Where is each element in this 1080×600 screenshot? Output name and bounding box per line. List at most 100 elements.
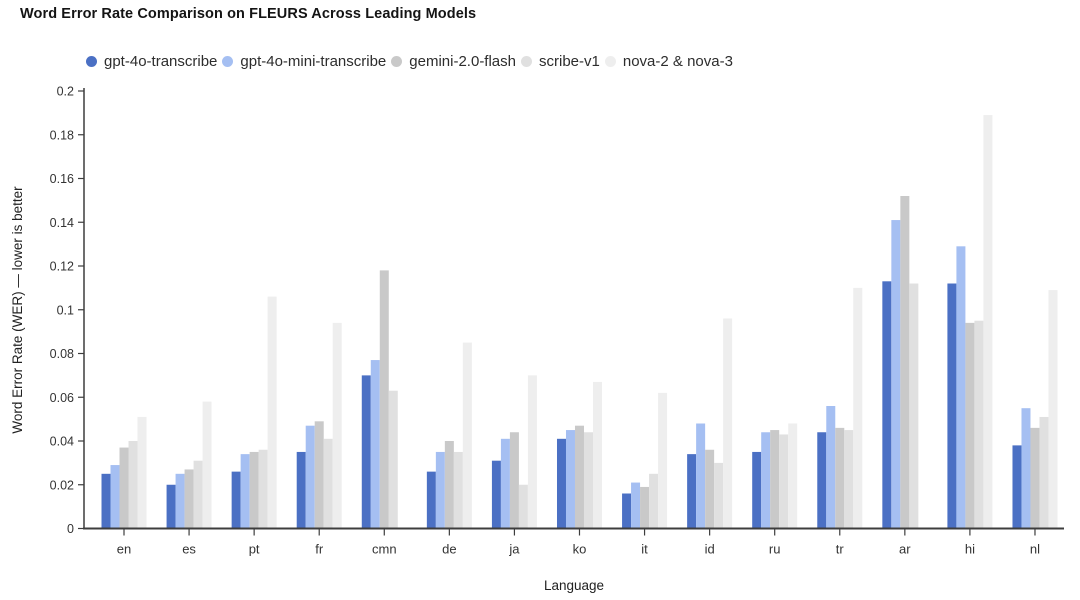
bar-gemini-2.0-flash-ko — [574, 425, 584, 528]
bar-gemini-2.0-flash-es — [184, 469, 194, 528]
x-tick-label: cmn — [372, 542, 397, 557]
legend-dot-icon — [604, 56, 616, 67]
legend-item-label: nova-2 & nova-3 — [622, 53, 733, 70]
x-tick-label: de — [442, 542, 456, 557]
bar-gpt-4o-transcribe-nl — [1012, 445, 1022, 528]
x-tick-label: ar — [899, 542, 911, 557]
bar-gemini-2.0-flash-en — [119, 447, 129, 528]
bar-scribe-v1-pt — [258, 449, 268, 528]
y-tick-label: 0.1 — [57, 303, 74, 317]
legend-item: scribe-v1 — [521, 53, 600, 70]
legend-item-label: gpt-4o-transcribe — [104, 53, 218, 70]
bar-gpt-4o-transcribe-ru — [752, 451, 762, 528]
bar-nova-2 & nova-3-ja — [527, 375, 537, 528]
bar-gpt-4o-mini-transcribe-ko — [565, 430, 575, 528]
bar-gemini-2.0-flash-nl — [1030, 427, 1040, 528]
bar-gemini-2.0-flash-de — [444, 441, 454, 528]
legend-item: gpt-4o-transcribe — [86, 53, 217, 70]
bar-nova-2 & nova-3-en — [137, 416, 147, 528]
y-tick-label: 0.04 — [50, 435, 74, 449]
x-tick-label: nl — [1030, 542, 1040, 557]
bar-scribe-v1-ja — [518, 484, 528, 528]
bar-gpt-4o-mini-transcribe-fr — [305, 425, 315, 528]
bar-nova-2 & nova-3-tr — [853, 287, 863, 528]
bar-nova-2 & nova-3-hi — [983, 115, 993, 528]
bar-gpt-4o-mini-transcribe-ja — [500, 438, 510, 528]
bar-scribe-v1-id — [714, 462, 724, 528]
bar-gpt-4o-transcribe-cmn — [361, 375, 371, 528]
y-axis-label-text: Word Error Rate (WER) — lower is better — [10, 186, 25, 434]
bar-nova-2 & nova-3-nl — [1048, 290, 1058, 528]
bar-gpt-4o-mini-transcribe-tr — [826, 406, 836, 528]
legend-dot-icon — [391, 56, 403, 67]
x-tick-label: id — [705, 542, 715, 557]
chart-title: Word Error Rate Comparison on FLEURS Acr… — [20, 6, 477, 22]
bar-gpt-4o-mini-transcribe-nl — [1021, 408, 1031, 528]
x-tick-label: pt — [249, 542, 260, 557]
x-tick-label: en — [117, 542, 131, 557]
bar-gemini-2.0-flash-cmn — [379, 270, 389, 528]
bar-gemini-2.0-flash-pt — [249, 451, 259, 528]
y-tick-label: 0.08 — [50, 347, 74, 361]
y-tick-label: 0.16 — [50, 172, 74, 186]
bar-gpt-4o-transcribe-tr — [817, 432, 827, 528]
bar-gemini-2.0-flash-ar — [900, 196, 910, 528]
legend-dot-icon — [222, 56, 234, 67]
legend-dot-icon — [521, 56, 532, 67]
bar-gemini-2.0-flash-id — [705, 449, 715, 528]
bar-gpt-4o-transcribe-hi — [947, 283, 957, 528]
bar-scribe-v1-fr — [323, 438, 333, 528]
bar-scribe-v1-ko — [583, 432, 593, 528]
bar-scribe-v1-tr — [844, 430, 854, 528]
bar-scribe-v1-ar — [909, 283, 919, 528]
bar-nova-2 & nova-3-id — [723, 318, 733, 528]
y-tick-label: 0.14 — [50, 216, 74, 230]
bar-scribe-v1-de — [453, 451, 463, 528]
bar-gpt-4o-mini-transcribe-es — [175, 473, 185, 528]
bar-gpt-4o-transcribe-fr — [296, 451, 306, 528]
bar-scribe-v1-ru — [779, 434, 789, 528]
y-tick-label: 0.06 — [50, 391, 74, 405]
bar-gpt-4o-mini-transcribe-pt — [240, 454, 250, 528]
bar-gpt-4o-transcribe-ar — [882, 281, 892, 528]
bar-scribe-v1-it — [649, 473, 659, 528]
bar-gemini-2.0-flash-ja — [509, 432, 519, 528]
bar-gemini-2.0-flash-ru — [770, 430, 780, 528]
bar-gpt-4o-transcribe-it — [622, 493, 632, 528]
bar-scribe-v1-es — [193, 460, 203, 528]
x-tick-label: es — [182, 542, 196, 557]
x-tick-label: it — [641, 542, 648, 557]
bar-gemini-2.0-flash-tr — [835, 427, 845, 528]
bar-scribe-v1-hi — [974, 320, 984, 528]
bar-gpt-4o-mini-transcribe-it — [631, 482, 641, 528]
bar-gemini-2.0-flash-fr — [314, 421, 324, 528]
legend-item-label: gpt-4o-mini-transcribe — [240, 53, 387, 70]
legend: gpt-4o-transcribe gpt-4o-mini-transcribe g… — [86, 53, 738, 70]
y-tick-label: 0 — [67, 522, 74, 536]
bar-gpt-4o-transcribe-ko — [556, 438, 566, 528]
bar-scribe-v1-nl — [1039, 416, 1049, 528]
bar-gpt-4o-mini-transcribe-id — [696, 423, 706, 528]
x-tick-label: ru — [769, 542, 781, 557]
bar-gpt-4o-mini-transcribe-ru — [761, 432, 771, 528]
y-tick-label: 0.2 — [57, 85, 74, 99]
bar-gpt-4o-transcribe-id — [687, 454, 697, 528]
legend-item: nova-2 & nova-3 — [604, 53, 733, 70]
bar-nova-2 & nova-3-fr — [332, 322, 342, 528]
x-tick-label: fr — [315, 542, 324, 557]
bar-gpt-4o-mini-transcribe-ar — [891, 220, 901, 528]
bar-gemini-2.0-flash-hi — [965, 322, 975, 528]
bar-nova-2 & nova-3-de — [462, 342, 472, 528]
y-tick-label: 0.02 — [50, 478, 74, 492]
bar-gemini-2.0-flash-it — [640, 486, 650, 528]
y-tick-label: 0.12 — [50, 260, 74, 274]
bar-gpt-4o-transcribe-en — [101, 473, 111, 528]
bar-gpt-4o-mini-transcribe-de — [435, 451, 445, 528]
legend-item: gpt-4o-mini-transcribe — [222, 53, 386, 70]
legend-item: gemini-2.0-flash — [391, 53, 516, 70]
bar-gpt-4o-mini-transcribe-cmn — [370, 360, 380, 528]
bar-gpt-4o-transcribe-ja — [491, 460, 501, 528]
legend-item-label: scribe-v1 — [539, 53, 600, 70]
x-tick-label: hi — [965, 542, 975, 557]
bar-nova-2 & nova-3-pt — [267, 296, 277, 528]
